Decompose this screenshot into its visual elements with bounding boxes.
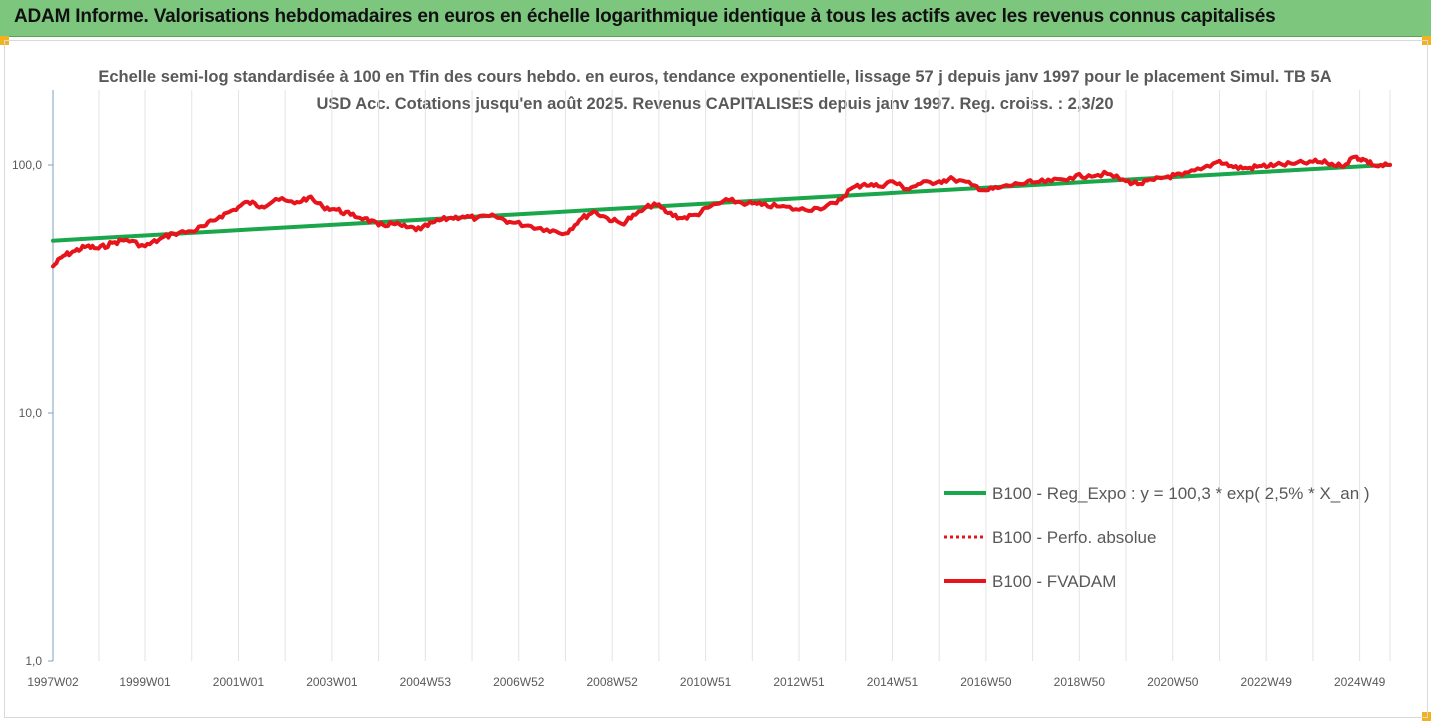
y-axis-ticks: 1,0 10,0 100,0	[12, 158, 53, 668]
x-tick-label: 2018W50	[1054, 675, 1106, 689]
series-line	[51, 154, 1392, 269]
report-header-banner: ADAM Informe. Valorisations hebdomadaire…	[0, 0, 1431, 37]
x-tick-label: 2024W49	[1334, 675, 1386, 689]
x-tick-label: 2006W52	[493, 675, 545, 689]
x-tick-label: 2012W51	[773, 675, 825, 689]
corner-marker-icon	[1422, 712, 1431, 721]
x-tick-label: 2003W01	[306, 675, 358, 689]
x-tick-label: 2016W50	[960, 675, 1012, 689]
legend-label: B100 - Perfo. absolue	[992, 528, 1156, 547]
chart-title: Echelle semi-log standardisée à 100 en T…	[98, 68, 1332, 113]
x-tick-label: 2010W51	[680, 675, 732, 689]
y-tick-label: 100,0	[12, 158, 42, 172]
legend: B100 - Reg_Expo : y = 100,3 * exp( 2,5% …	[944, 484, 1370, 591]
x-tick-label: 2022W49	[1241, 675, 1293, 689]
legend-label: B100 - Reg_Expo : y = 100,3 * exp( 2,5% …	[992, 484, 1370, 503]
x-tick-label: 2001W01	[213, 675, 265, 689]
x-tick-label: 2004W53	[400, 675, 452, 689]
y-tick-label: 10,0	[19, 406, 43, 420]
legend-label: B100 - FVADAM	[992, 572, 1116, 591]
x-tick-label: 2020W50	[1147, 675, 1199, 689]
x-tick-label: 2008W52	[586, 675, 638, 689]
y-tick-label: 1,0	[25, 654, 42, 668]
series-lines	[51, 154, 1392, 269]
report-title: ADAM Informe. Valorisations hebdomadaire…	[14, 6, 1276, 27]
x-tick-label: 1997W02	[27, 675, 79, 689]
chart-area	[4, 40, 1428, 718]
x-tick-label: 2014W51	[867, 675, 919, 689]
x-tick-label: 1999W01	[119, 675, 171, 689]
x-axis-ticks: 1997W02 1999W01 2001W01 2003W01 2004W53 2006W…	[27, 675, 1385, 689]
